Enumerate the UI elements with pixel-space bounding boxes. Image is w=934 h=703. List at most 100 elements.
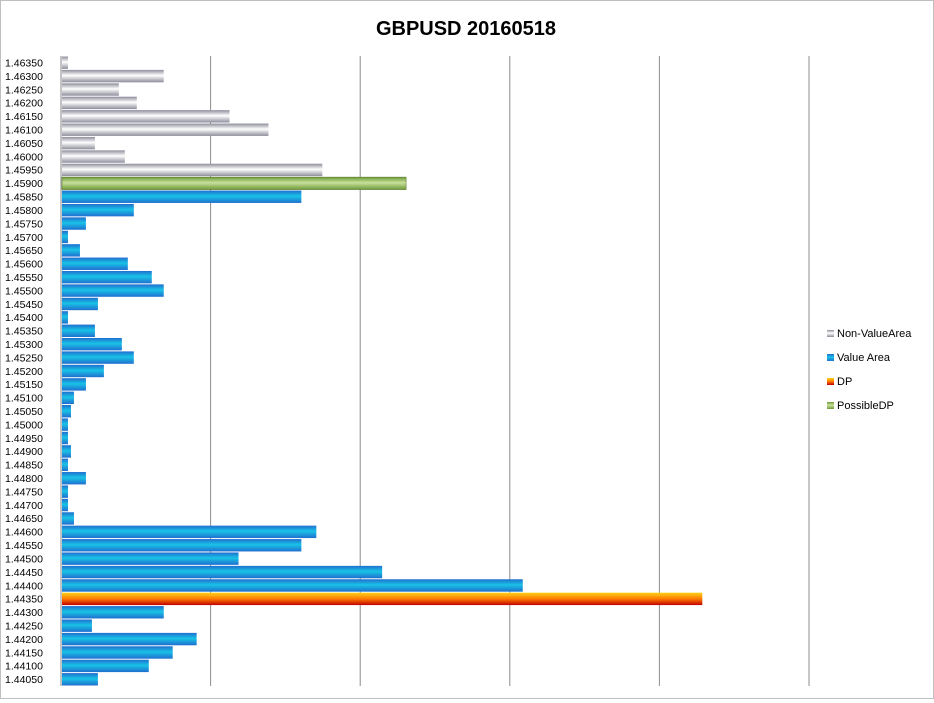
bar-1.44800 [62, 472, 86, 485]
y-tick-label: 1.44600 [5, 527, 43, 539]
bar-1.44050 [62, 673, 98, 686]
y-tick-label: 1.45750 [5, 218, 43, 230]
bar-1.44450 [62, 565, 383, 579]
bar-1.44700 [62, 498, 68, 512]
y-tick-label: 1.45400 [5, 312, 43, 324]
legend-label: PossibleDP [837, 400, 894, 412]
legend-label: Value Area [837, 352, 891, 364]
y-tick-label: 1.44550 [5, 540, 43, 552]
y-tick-label: 1.44850 [5, 460, 43, 472]
y-tick-label: 1.44900 [5, 446, 43, 458]
bar-1.45250 [62, 351, 134, 364]
bar-1.44100 [62, 659, 149, 673]
y-tick-label: 1.44300 [5, 607, 43, 619]
bar-1.46150 [62, 110, 230, 123]
y-tick-label: 1.46150 [5, 111, 43, 123]
y-tick-label: 1.46000 [5, 151, 43, 163]
bar-1.46200 [62, 96, 137, 110]
y-tick-label: 1.45000 [5, 419, 43, 431]
bar-1.44300 [62, 606, 164, 619]
bar-1.45550 [62, 270, 152, 284]
bar-1.45200 [62, 364, 104, 378]
bar-1.44650 [62, 512, 74, 525]
y-tick-label: 1.45300 [5, 339, 43, 351]
bar-1.44950 [62, 431, 68, 445]
bar-1.45100 [62, 391, 74, 405]
legend-swatch [827, 378, 834, 385]
y-tick-label: 1.45850 [5, 192, 43, 204]
bar-1.44350 [62, 592, 703, 606]
bar-1.45000 [62, 418, 68, 431]
y-tick-label: 1.44050 [5, 674, 43, 686]
bar-1.45750 [62, 217, 86, 230]
bars [61, 56, 703, 686]
y-tick-label: 1.44650 [5, 513, 43, 525]
bar-1.45050 [62, 405, 71, 418]
y-tick-label: 1.44950 [5, 433, 43, 445]
y-tick-label: 1.45650 [5, 245, 43, 257]
y-tick-label: 1.46350 [5, 58, 43, 70]
y-tick-label: 1.45450 [5, 299, 43, 311]
legend-label: Non-ValueArea [837, 328, 912, 340]
y-tick-label: 1.46100 [5, 125, 43, 137]
y-tick-label: 1.45600 [5, 259, 43, 271]
legend: Non-ValueArea Value Area DP PossibleDP [827, 328, 912, 412]
bar-1.45900 [61, 176, 407, 190]
bar-1.44750 [62, 485, 68, 498]
bar-1.44250 [62, 619, 92, 632]
bar-1.46350 [62, 56, 68, 69]
bar-1.46000 [62, 150, 125, 163]
y-tick-label: 1.44500 [5, 553, 43, 565]
bar-1.45950 [62, 163, 323, 177]
y-tick-label: 1.45500 [5, 285, 43, 297]
bar-1.46300 [62, 69, 164, 83]
bar-1.45650 [62, 244, 80, 257]
y-tick-label: 1.44350 [5, 594, 43, 606]
y-tick-label: 1.44400 [5, 580, 43, 592]
bar-1.44500 [62, 552, 239, 565]
bar-1.44850 [62, 458, 68, 472]
bar-1.46050 [62, 136, 95, 150]
y-tick-label: 1.44250 [5, 620, 43, 632]
legend-swatch [827, 402, 834, 409]
y-tick-label: 1.44200 [5, 634, 43, 646]
y-tick-label: 1.44750 [5, 486, 43, 498]
y-tick-label: 1.45700 [5, 232, 43, 244]
y-tick-label: 1.44100 [5, 661, 43, 673]
y-tick-label: 1.44700 [5, 500, 43, 512]
y-tick-label: 1.44450 [5, 567, 43, 579]
y-tick-label: 1.46200 [5, 98, 43, 110]
bar-1.44200 [62, 632, 197, 646]
y-tick-label: 1.46050 [5, 138, 43, 150]
bar-1.45500 [62, 284, 164, 297]
bar-1.45850 [62, 190, 302, 203]
legend-swatch [827, 354, 834, 361]
bar-1.45450 [62, 297, 98, 311]
y-tick-label: 1.45150 [5, 379, 43, 391]
bar-1.45400 [62, 311, 68, 324]
bar-1.45600 [62, 257, 128, 270]
y-tick-label: 1.45250 [5, 352, 43, 364]
bar-1.45350 [62, 324, 95, 337]
legend-label: DP [837, 376, 852, 388]
bar-1.44600 [62, 525, 317, 539]
bar-1.45800 [62, 203, 134, 217]
y-tick-label: 1.45100 [5, 393, 43, 405]
y-tick-label: 1.45800 [5, 205, 43, 217]
bar-1.44400 [62, 579, 523, 592]
y-tick-label: 1.45200 [5, 366, 43, 378]
bar-1.46250 [62, 83, 119, 96]
chart-title: GBPUSD 20160518 [376, 18, 556, 40]
bar-1.44900 [62, 445, 71, 458]
bar-1.45300 [62, 337, 122, 351]
y-tick-label: 1.45900 [5, 178, 43, 190]
y-tick-label: 1.45050 [5, 406, 43, 418]
y-tick-label: 1.46250 [5, 84, 43, 96]
legend-swatch [827, 330, 834, 337]
y-tick-label: 1.46300 [5, 71, 43, 83]
bar-1.46100 [62, 123, 269, 136]
y-tick-label: 1.44800 [5, 473, 43, 485]
